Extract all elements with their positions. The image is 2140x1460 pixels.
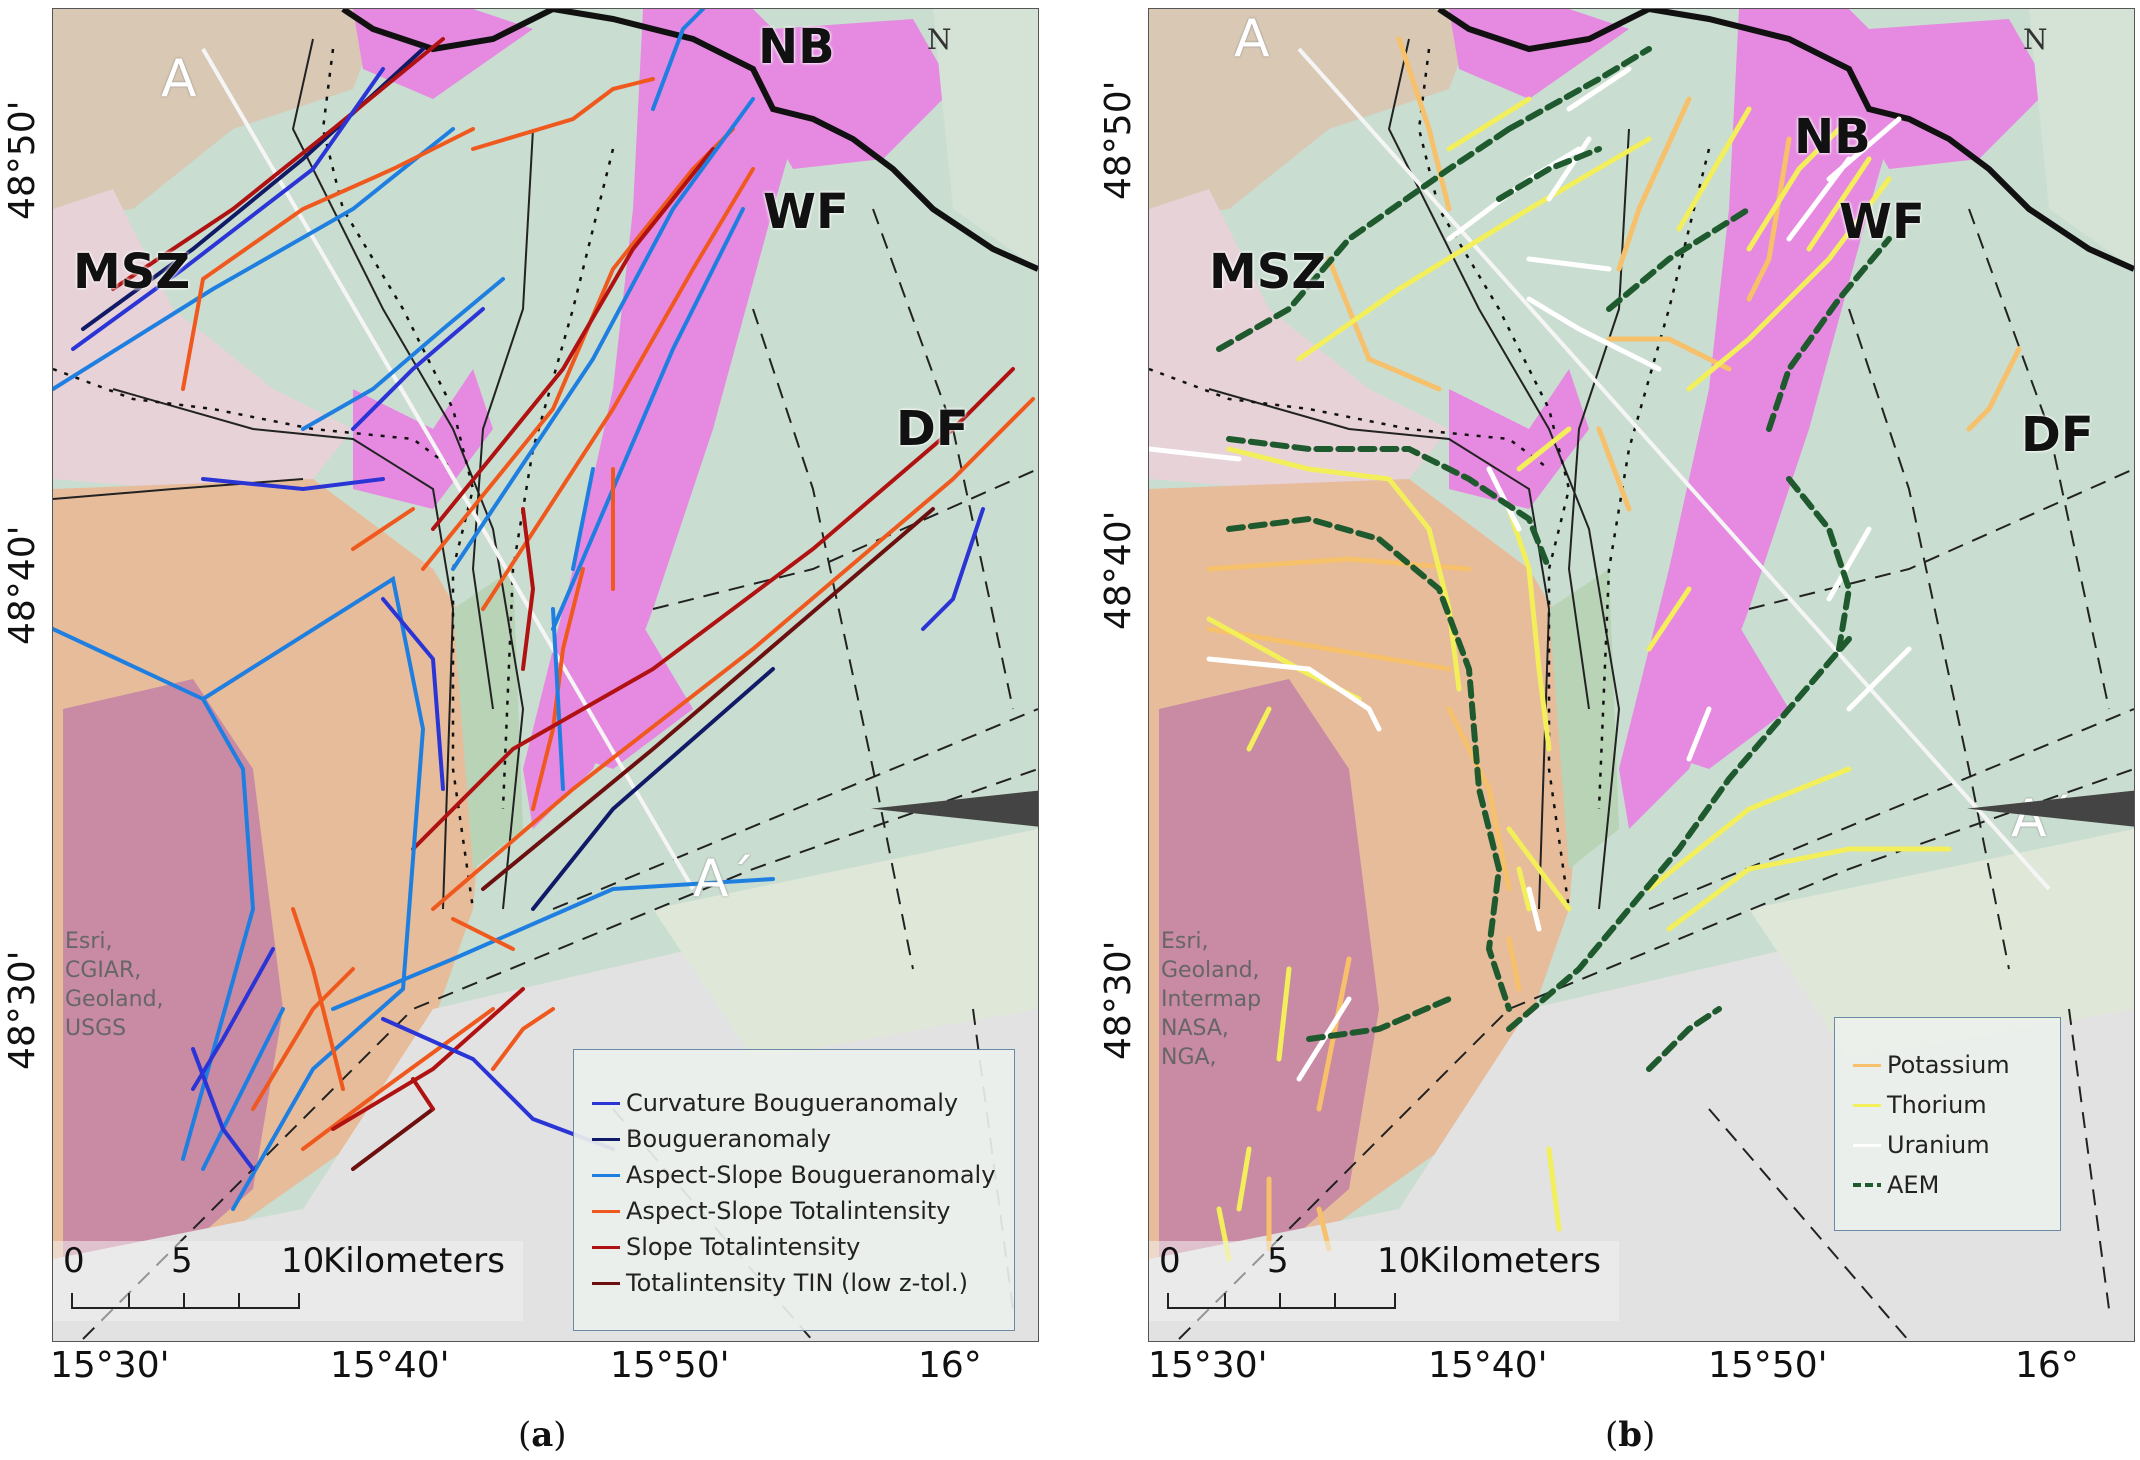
- legend-item: Aspect-Slope Totalintensity: [592, 1194, 951, 1228]
- map-panel-b: MSZ NB WF DF A A´ N Esri, Geoland, Inter…: [1148, 8, 2135, 1342]
- scale-bar: 0 5 10 Kilometers: [1149, 1241, 1619, 1321]
- lon-label-a: 16°: [918, 1345, 982, 1386]
- legend-swatch: [1853, 1143, 1881, 1147]
- legend-swatch: [592, 1281, 620, 1285]
- lon-label-b: 15°50': [1708, 1345, 1828, 1386]
- legend-swatch: [592, 1101, 620, 1105]
- legend-label: Aspect-Slope Bougueranomaly: [626, 1161, 996, 1189]
- legend-label: Totalintensity TIN (low z-tol.): [626, 1269, 969, 1297]
- geology-map-a: [53, 9, 1038, 1341]
- scale-tick-10: 10: [281, 1241, 325, 1281]
- lon-label-b: 16°: [2015, 1345, 2079, 1386]
- legend-item: AEM: [1853, 1168, 1939, 1202]
- label-wf: WF: [763, 184, 849, 240]
- scale-bar: 0 5 10 Kilometers: [53, 1241, 523, 1321]
- caption-b: (b): [1605, 1415, 1656, 1455]
- north-arrow: N: [1967, 23, 2134, 827]
- legend-label: Thorium: [1887, 1091, 1987, 1119]
- label-wf: WF: [1839, 194, 1925, 250]
- attribution-line: Esri,: [1161, 929, 1209, 954]
- legend-swatch: [1853, 1103, 1881, 1107]
- profile-end-label: A´: [693, 849, 755, 909]
- lat-label-b: 48°50': [1098, 80, 1139, 200]
- legend-swatch: [592, 1173, 620, 1177]
- legend-swatch: [592, 1137, 620, 1141]
- label-msz: MSZ: [73, 244, 191, 300]
- legend-item: Potassium: [1853, 1048, 2010, 1082]
- lon-label-b: 15°30': [1148, 1345, 1268, 1386]
- map-attribution: Esri, Geoland, Intermap NASA, NGA,: [1161, 927, 1261, 1072]
- label-df: DF: [896, 401, 969, 457]
- label-df: DF: [2021, 407, 2094, 463]
- legend-swatch: [592, 1209, 620, 1213]
- legend-label: Curvature Bougueranomaly: [626, 1089, 959, 1117]
- lat-label-b: 48°30': [1098, 940, 1139, 1060]
- scale-tick-0: 0: [63, 1241, 85, 1281]
- legend-label: AEM: [1887, 1171, 1940, 1199]
- scale-units: Kilometers: [323, 1241, 505, 1281]
- north-letter: N: [2023, 23, 2048, 56]
- label-nb: NB: [1794, 109, 1871, 165]
- legend-item: Thorium: [1853, 1088, 1987, 1122]
- label-msz: MSZ: [1209, 244, 1327, 300]
- attribution-line: CGIAR,: [65, 958, 142, 983]
- legend-item: Curvature Bougueranomaly: [592, 1086, 958, 1120]
- caption-letter: a: [531, 1415, 554, 1455]
- legend-swatch: [1853, 1063, 1881, 1067]
- label-nb: NB: [758, 19, 835, 75]
- scale-units: Kilometers: [1419, 1241, 1601, 1281]
- legend-swatch: [1853, 1183, 1881, 1187]
- legend-item: Aspect-Slope Bougueranomaly: [592, 1158, 995, 1192]
- lat-label-b: 48°40': [1098, 510, 1139, 630]
- lat-label-a: 48°50': [2, 100, 43, 220]
- attribution-line: Geoland,: [65, 987, 164, 1012]
- legend: Curvature Bougueranomaly Bougueranomaly …: [573, 1049, 1015, 1331]
- legend-label: Bougueranomaly: [626, 1125, 831, 1153]
- attribution-line: NGA,: [1161, 1045, 1217, 1070]
- lon-label-a: 15°40': [330, 1345, 450, 1386]
- scale-bar-graphic: [1167, 1293, 1396, 1309]
- attribution-line: NASA,: [1161, 1016, 1229, 1041]
- north-letter: N: [927, 23, 952, 56]
- attribution-line: Esri,: [65, 929, 113, 954]
- compass-rose-icon: [871, 790, 1038, 827]
- compass-rose-icon: [1967, 790, 2134, 827]
- legend-item: Totalintensity TIN (low z-tol.): [592, 1266, 968, 1300]
- scale-tick-0: 0: [1159, 1241, 1181, 1281]
- map-panel-a: MSZ NB WF DF A A´ N Esri, CGIAR, Geoland…: [52, 8, 1039, 1342]
- lon-label-a: 15°50': [610, 1345, 730, 1386]
- legend-label: Aspect-Slope Totalintensity: [626, 1197, 951, 1225]
- lat-label-a: 48°40': [2, 525, 43, 645]
- lat-label-a: 48°30': [2, 950, 43, 1070]
- scale-tick-5: 5: [171, 1241, 193, 1281]
- lon-label-a: 15°30': [50, 1345, 170, 1386]
- scale-tick-5: 5: [1267, 1241, 1289, 1281]
- legend-label: Slope Totalintensity: [626, 1233, 861, 1261]
- caption-a: (a): [518, 1415, 567, 1455]
- legend-label: Uranium: [1887, 1131, 1990, 1159]
- caption-letter: b: [1618, 1415, 1643, 1455]
- north-arrow: N: [871, 23, 1038, 827]
- lon-label-b: 15°40': [1428, 1345, 1548, 1386]
- attribution-line: Geoland,: [1161, 958, 1260, 983]
- attribution-line: USGS: [65, 1016, 127, 1041]
- map-attribution: Esri, CGIAR, Geoland, USGS: [65, 927, 164, 1043]
- profile-start-label: A: [1234, 9, 1270, 69]
- legend-item: Bougueranomaly: [592, 1122, 831, 1156]
- attribution-line: Intermap: [1161, 987, 1262, 1012]
- scale-tick-10: 10: [1377, 1241, 1421, 1281]
- legend: Potassium Thorium Uranium AEM: [1834, 1017, 2061, 1231]
- scale-bar-graphic: [71, 1293, 300, 1309]
- legend-swatch: [592, 1245, 620, 1249]
- legend-item: Slope Totalintensity: [592, 1230, 860, 1264]
- legend-label: Potassium: [1887, 1051, 2010, 1079]
- profile-start-label: A: [161, 49, 197, 109]
- legend-item: Uranium: [1853, 1128, 1990, 1162]
